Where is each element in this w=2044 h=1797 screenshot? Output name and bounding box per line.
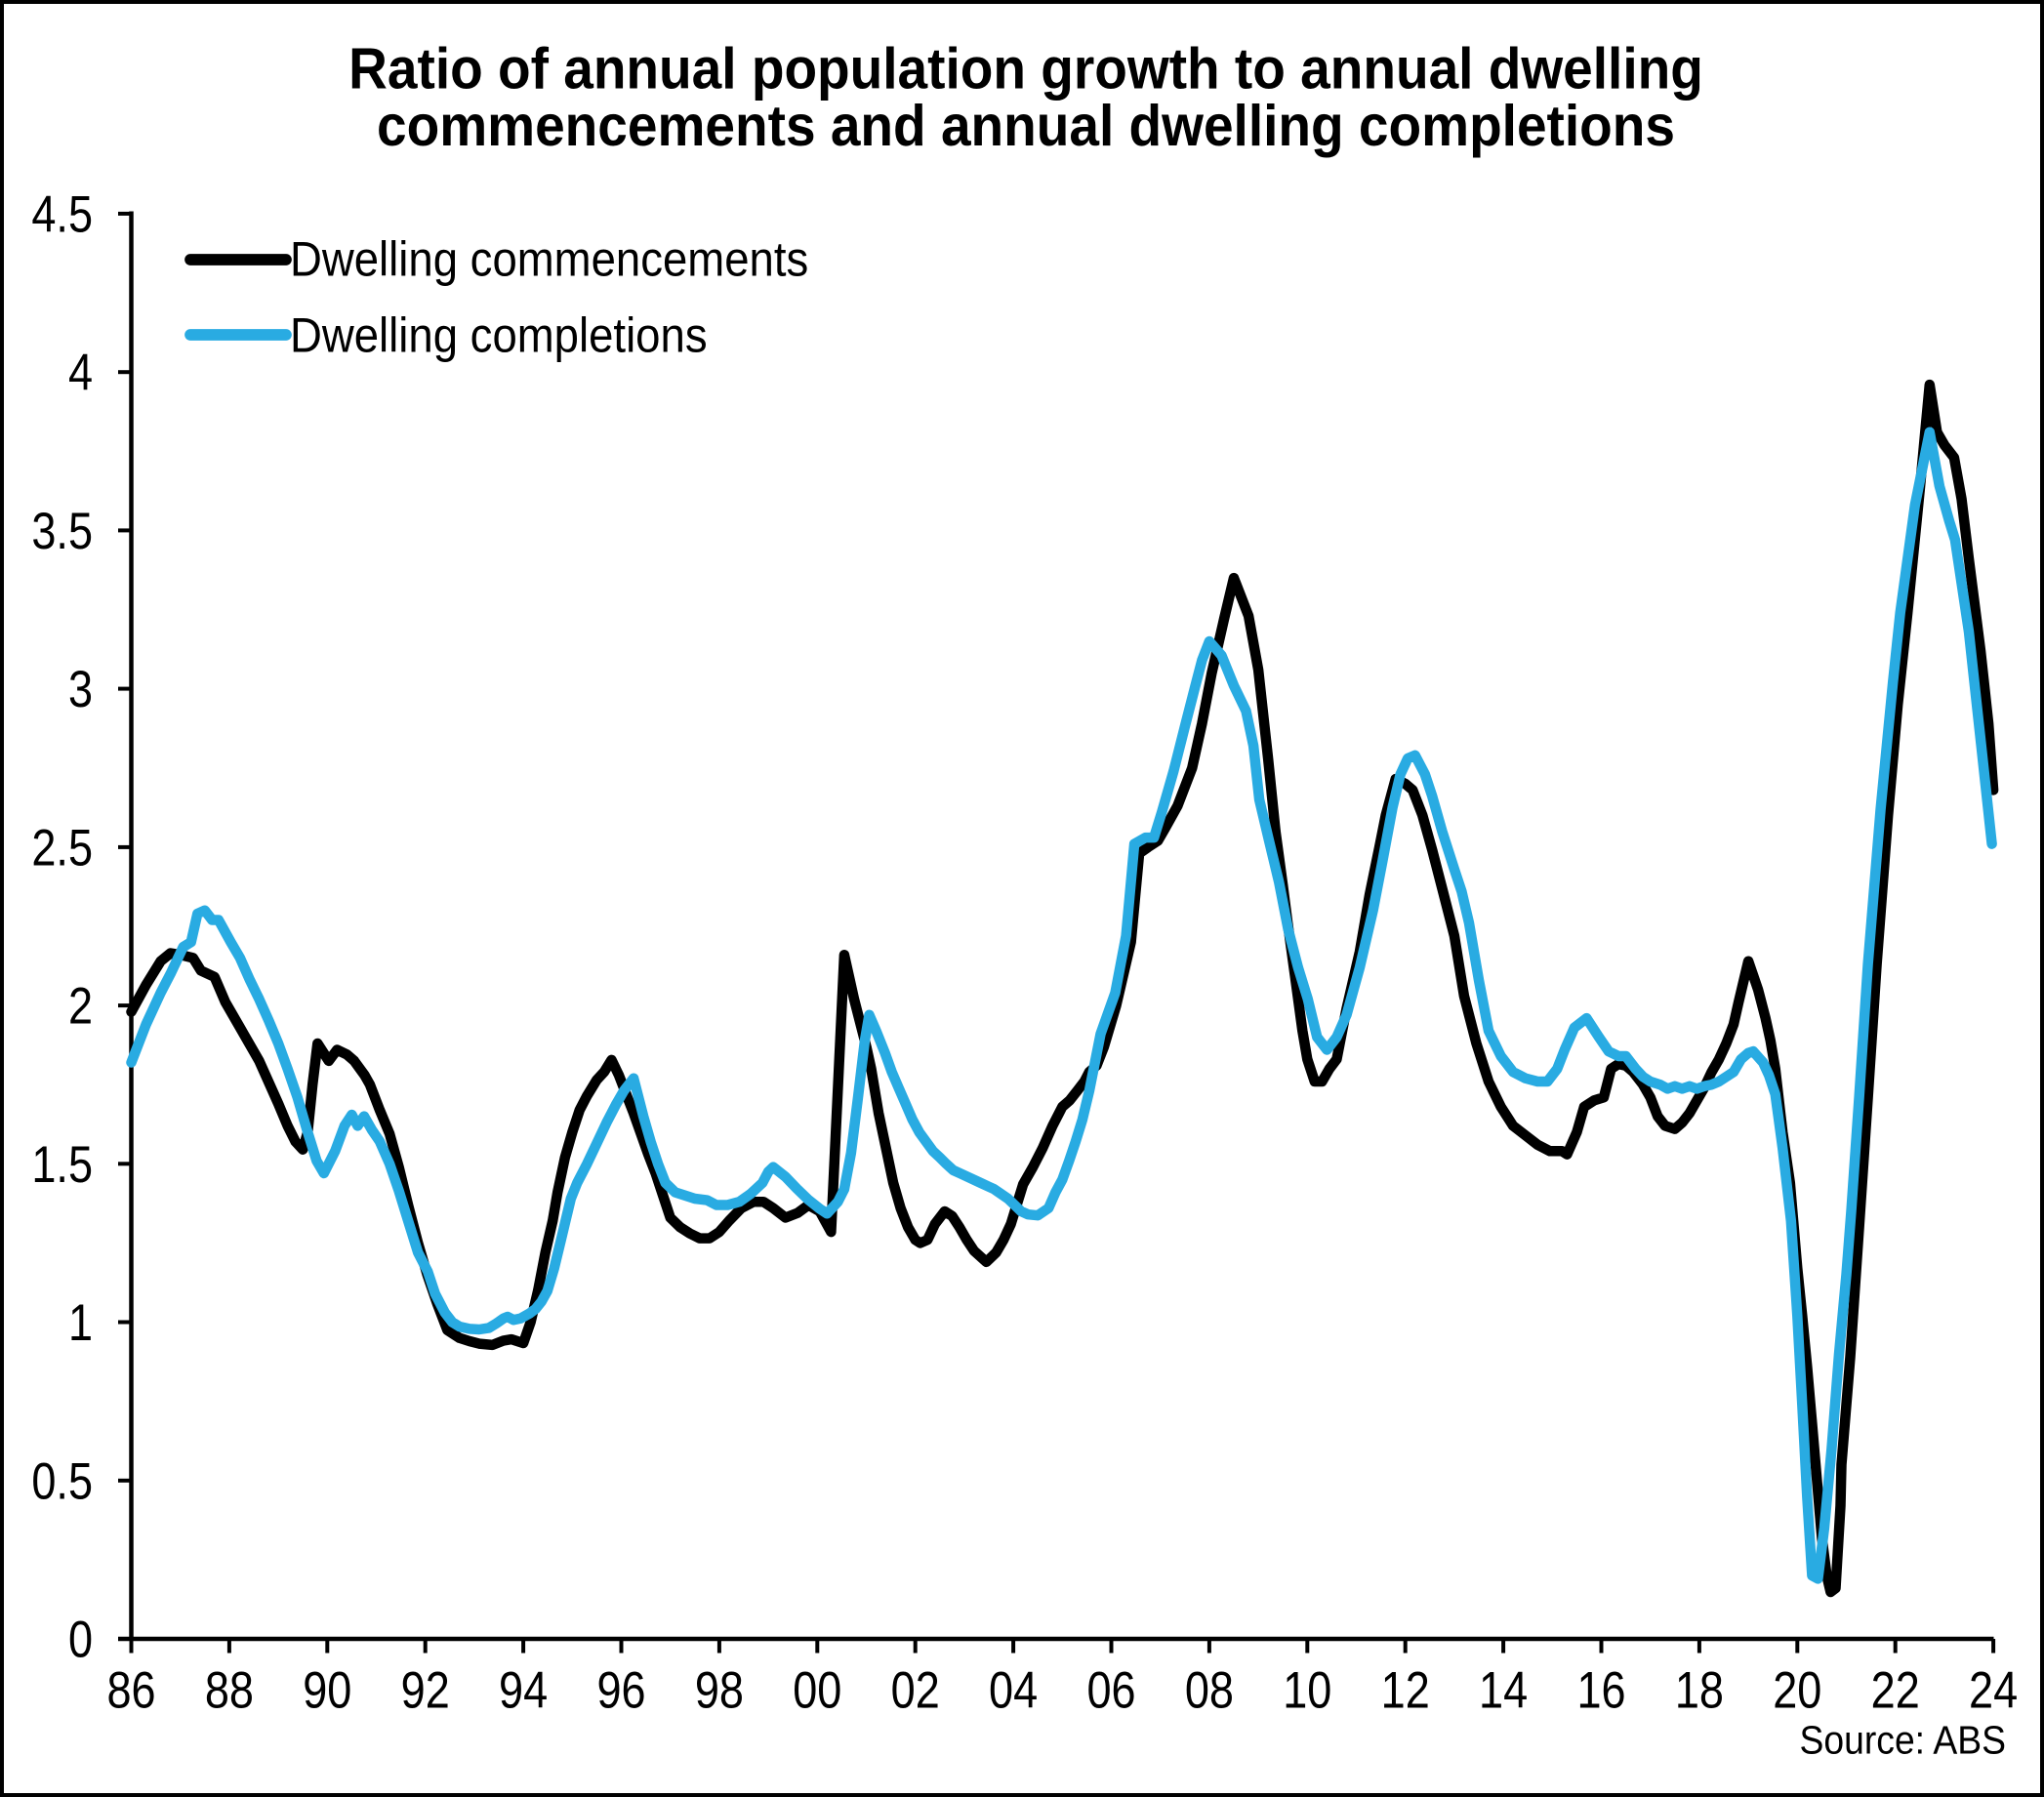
svg-text:0: 0 (68, 1611, 93, 1668)
svg-text:22: 22 (1871, 1661, 1920, 1719)
svg-text:0.5: 0.5 (31, 1452, 93, 1510)
svg-text:commencements and annual dwell: commencements and annual dwelling comple… (377, 94, 1675, 158)
svg-text:4: 4 (68, 344, 93, 401)
svg-text:4.5: 4.5 (31, 185, 93, 243)
svg-text:24: 24 (1969, 1661, 2018, 1719)
svg-text:92: 92 (401, 1661, 450, 1719)
svg-text:96: 96 (596, 1661, 645, 1719)
svg-text:00: 00 (793, 1661, 841, 1719)
svg-text:Dwelling commencements: Dwelling commencements (290, 232, 808, 287)
svg-text:12: 12 (1381, 1661, 1430, 1719)
svg-text:04: 04 (989, 1661, 1038, 1719)
svg-text:2: 2 (68, 977, 93, 1035)
svg-text:18: 18 (1675, 1661, 1724, 1719)
svg-text:Ratio of annual population gro: Ratio of annual population growth to ann… (348, 36, 1703, 101)
svg-text:2.5: 2.5 (31, 819, 93, 877)
svg-text:1: 1 (68, 1294, 93, 1352)
svg-text:20: 20 (1773, 1661, 1821, 1719)
svg-text:16: 16 (1576, 1661, 1625, 1719)
svg-text:98: 98 (695, 1661, 744, 1719)
svg-text:94: 94 (499, 1661, 548, 1719)
svg-text:06: 06 (1086, 1661, 1135, 1719)
svg-text:3.5: 3.5 (31, 502, 93, 559)
svg-text:Source: ABS: Source: ABS (1800, 1719, 2006, 1763)
svg-text:10: 10 (1283, 1661, 1331, 1719)
svg-text:02: 02 (891, 1661, 940, 1719)
svg-text:1.5: 1.5 (31, 1135, 93, 1193)
svg-text:08: 08 (1185, 1661, 1234, 1719)
svg-text:88: 88 (205, 1661, 254, 1719)
svg-text:Dwelling completions: Dwelling completions (290, 309, 708, 364)
svg-text:86: 86 (106, 1661, 155, 1719)
svg-text:3: 3 (68, 661, 93, 718)
svg-text:14: 14 (1479, 1661, 1528, 1719)
svg-text:90: 90 (303, 1661, 351, 1719)
